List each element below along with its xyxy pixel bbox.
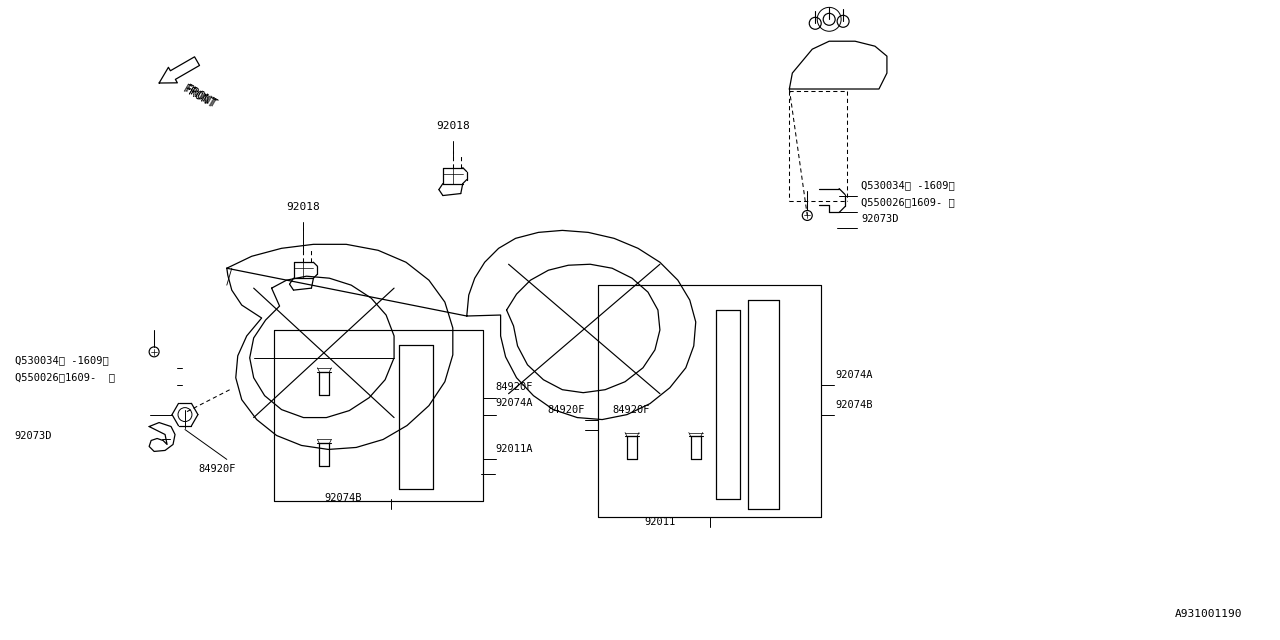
Text: A931001190: A931001190 bbox=[1175, 609, 1243, 619]
Text: Q550026〈1609- 〉: Q550026〈1609- 〉 bbox=[861, 198, 955, 207]
Text: 92074A: 92074A bbox=[835, 370, 873, 380]
Text: Q530034〈 -1609〉: Q530034〈 -1609〉 bbox=[861, 180, 955, 191]
Text: 84920F: 84920F bbox=[198, 465, 236, 474]
Text: Q530034〈 -1609〉: Q530034〈 -1609〉 bbox=[15, 355, 109, 365]
Text: 92011: 92011 bbox=[644, 517, 676, 527]
Text: 92074B: 92074B bbox=[325, 493, 362, 503]
Text: 92074A: 92074A bbox=[495, 397, 534, 408]
Text: 92011A: 92011A bbox=[495, 444, 534, 454]
Text: 92073D: 92073D bbox=[861, 214, 899, 225]
Text: Q550026〈1609-  〉: Q550026〈1609- 〉 bbox=[15, 372, 115, 381]
Text: 92018: 92018 bbox=[436, 121, 470, 131]
Text: FRONT: FRONT bbox=[180, 83, 218, 111]
Text: 92018: 92018 bbox=[287, 202, 320, 212]
Text: 84920F: 84920F bbox=[495, 381, 534, 392]
Text: 92074B: 92074B bbox=[835, 399, 873, 410]
Text: FRONT: FRONT bbox=[182, 83, 220, 111]
Text: 92073D: 92073D bbox=[15, 431, 52, 442]
Text: 84920F: 84920F bbox=[548, 404, 585, 415]
Text: 84920F: 84920F bbox=[612, 404, 650, 415]
